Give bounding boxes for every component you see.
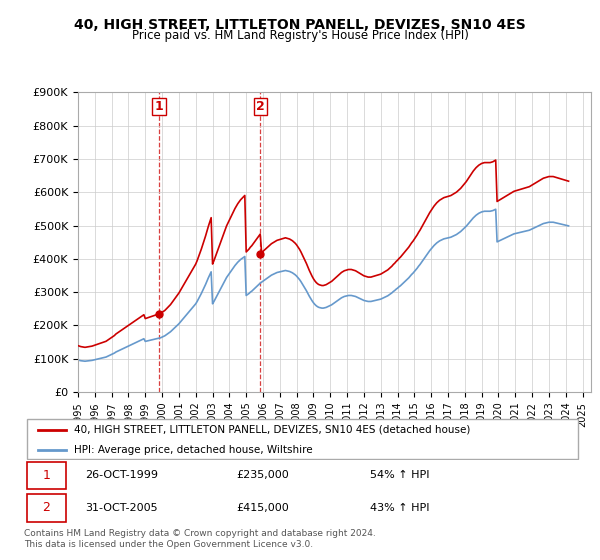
Text: HPI: Average price, detached house, Wiltshire: HPI: Average price, detached house, Wilt… [74,445,313,455]
Text: 40, HIGH STREET, LITTLETON PANELL, DEVIZES, SN10 4ES (detached house): 40, HIGH STREET, LITTLETON PANELL, DEVIZ… [74,424,470,435]
FancyBboxPatch shape [27,419,578,459]
Text: Price paid vs. HM Land Registry's House Price Index (HPI): Price paid vs. HM Land Registry's House … [131,29,469,42]
Text: 31-OCT-2005: 31-OCT-2005 [85,503,158,513]
Text: 2: 2 [256,100,265,113]
Text: 26-OCT-1999: 26-OCT-1999 [85,470,158,480]
Text: 2: 2 [43,501,50,514]
Text: £235,000: £235,000 [236,470,289,480]
Text: 54% ↑ HPI: 54% ↑ HPI [370,470,430,480]
Text: 1: 1 [155,100,163,113]
FancyBboxPatch shape [27,494,66,522]
Text: 40, HIGH STREET, LITTLETON PANELL, DEVIZES, SN10 4ES: 40, HIGH STREET, LITTLETON PANELL, DEVIZ… [74,18,526,32]
Text: £415,000: £415,000 [236,503,289,513]
Text: 1: 1 [43,469,50,482]
Text: Contains HM Land Registry data © Crown copyright and database right 2024.
This d: Contains HM Land Registry data © Crown c… [24,529,376,549]
Text: 43% ↑ HPI: 43% ↑ HPI [370,503,430,513]
FancyBboxPatch shape [27,461,66,489]
